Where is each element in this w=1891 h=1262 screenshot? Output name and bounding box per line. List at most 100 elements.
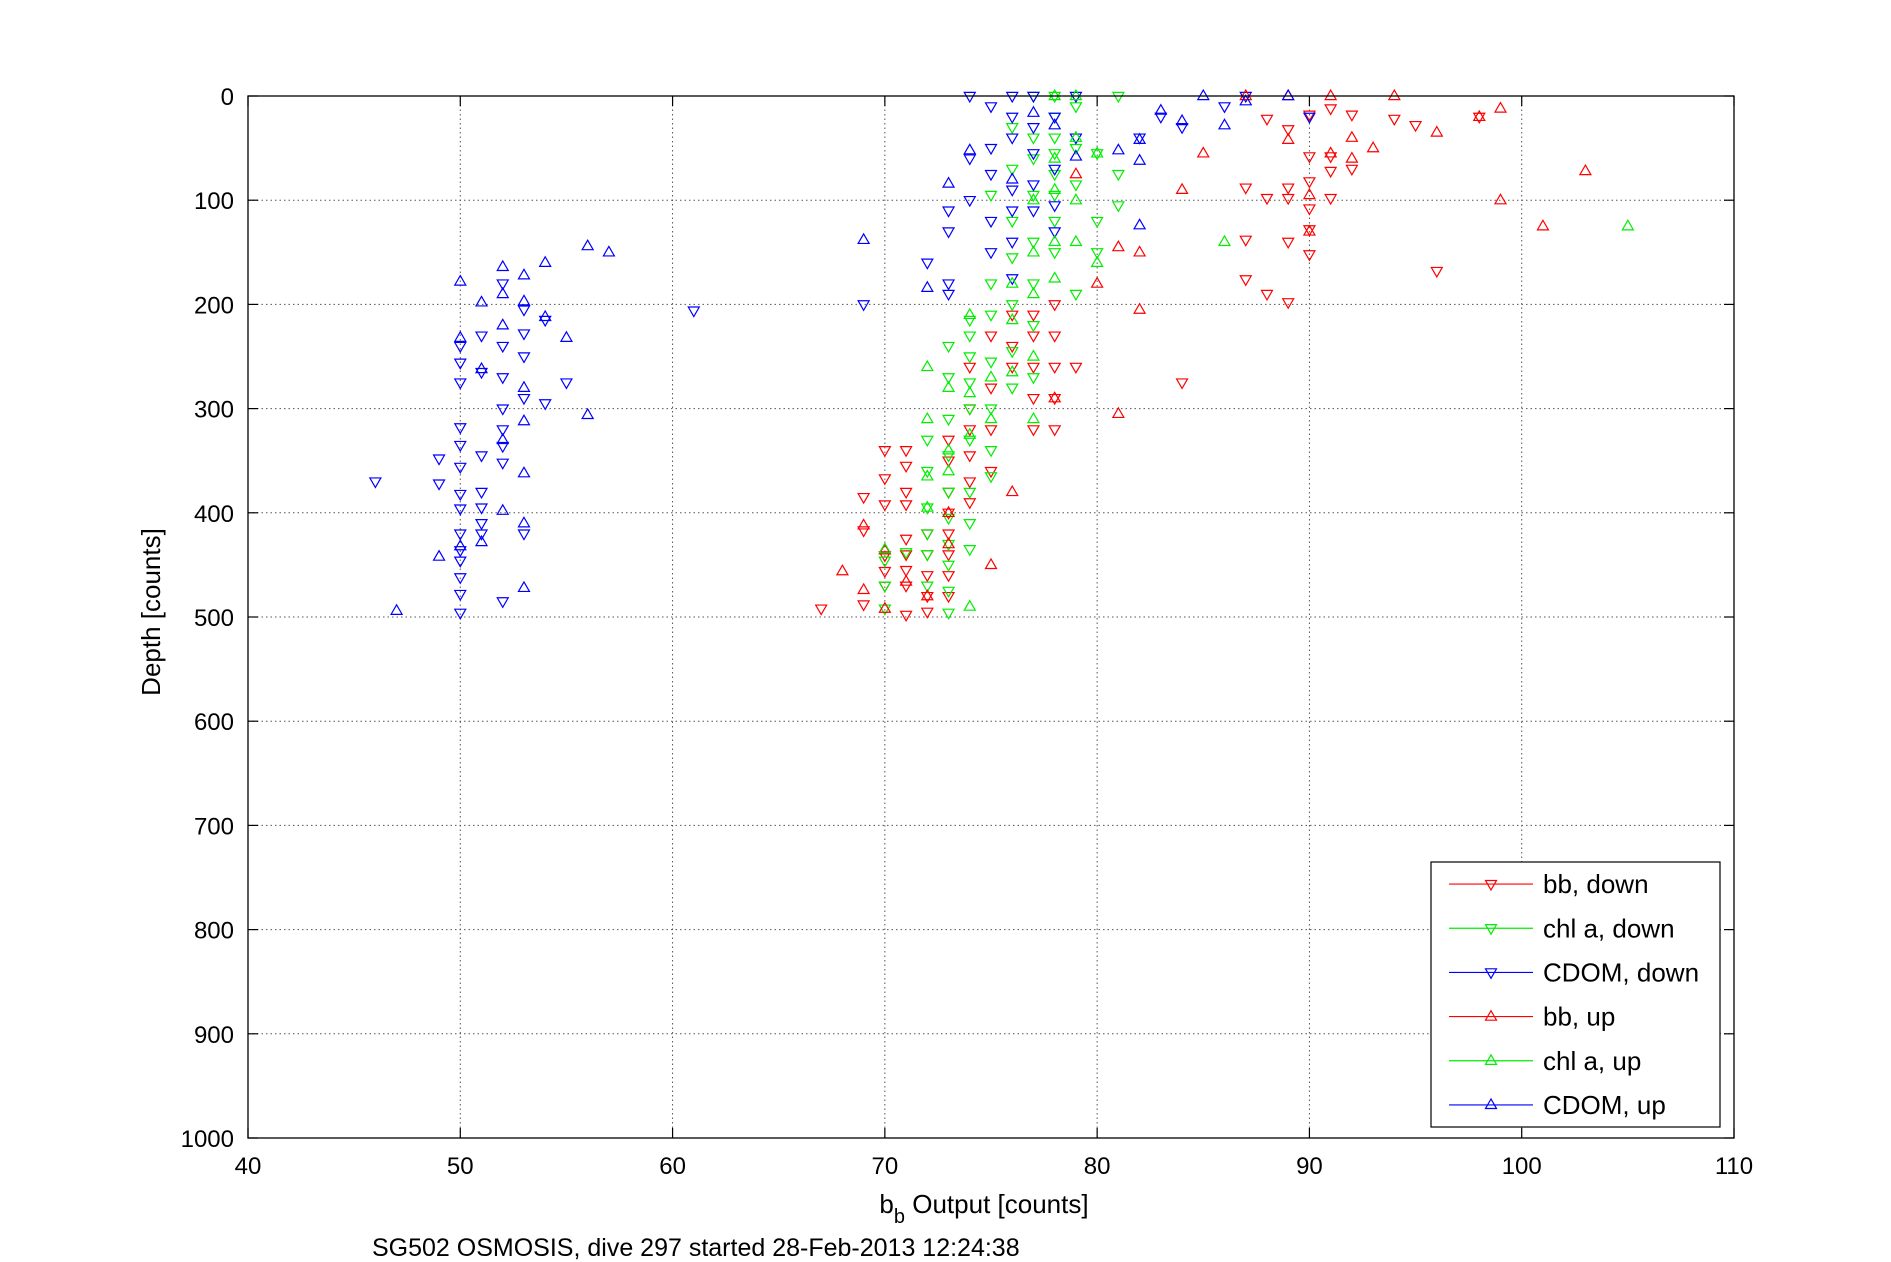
data-point xyxy=(942,176,956,188)
data-point xyxy=(942,206,956,218)
data-point xyxy=(920,469,934,481)
data-point xyxy=(1048,190,1062,203)
data-point xyxy=(1260,193,1274,206)
data-point xyxy=(453,358,467,370)
data-point xyxy=(899,581,913,593)
data-point xyxy=(474,367,489,380)
data-point xyxy=(878,500,892,512)
data-point xyxy=(942,591,956,604)
data-point xyxy=(1133,132,1147,144)
data-point xyxy=(538,309,552,322)
legend-label: chl a, up xyxy=(1543,1046,1641,1076)
data-point xyxy=(1239,275,1253,287)
data-point xyxy=(942,279,956,291)
legend: bb, down chl a, down CDOM, down bb, up chl a… xyxy=(1430,861,1721,1128)
data-point xyxy=(496,597,510,609)
data-point xyxy=(432,454,446,466)
data-point xyxy=(517,268,531,280)
data-point xyxy=(1005,253,1019,265)
data-point xyxy=(963,435,977,447)
data-point xyxy=(963,404,977,416)
data-point xyxy=(496,458,510,470)
data-point xyxy=(920,503,934,515)
y-tick-label: 700 xyxy=(194,813,234,840)
data-point xyxy=(1621,219,1635,231)
data-point xyxy=(1324,146,1338,158)
data-point xyxy=(496,279,510,291)
data-point xyxy=(1005,300,1019,312)
data-point xyxy=(1048,149,1062,161)
x-tick-label: 110 xyxy=(1715,1153,1753,1180)
data-point xyxy=(1026,393,1040,406)
data-point xyxy=(1005,112,1019,124)
data-point xyxy=(496,318,510,330)
data-point xyxy=(1175,378,1189,390)
data-point xyxy=(835,564,849,576)
data-point xyxy=(920,550,934,562)
data-point xyxy=(878,474,892,486)
data-point xyxy=(517,294,531,306)
data-point xyxy=(1239,88,1253,101)
data-point xyxy=(1048,112,1062,124)
data-point xyxy=(963,378,977,390)
data-point xyxy=(517,329,531,341)
series-4 xyxy=(878,88,1635,611)
data-point xyxy=(517,580,531,593)
data-point xyxy=(496,404,510,416)
data-point xyxy=(453,546,467,558)
data-point xyxy=(963,143,977,155)
data-point xyxy=(1302,250,1316,262)
data-point xyxy=(1069,91,1083,104)
data-point xyxy=(984,411,998,424)
data-point xyxy=(1302,204,1316,216)
data-point xyxy=(963,545,977,557)
data-point xyxy=(1026,425,1040,437)
data-point xyxy=(1048,169,1062,182)
data-point xyxy=(920,529,934,541)
y-tick-label: 100 xyxy=(194,188,234,215)
data-point xyxy=(942,536,956,549)
legend-label: bb, up xyxy=(1543,1002,1615,1032)
data-point xyxy=(1048,248,1062,260)
data-point xyxy=(1387,114,1401,127)
data-point xyxy=(538,399,552,411)
legend-label: bb, down xyxy=(1543,869,1649,899)
data-point xyxy=(984,472,998,484)
data-point xyxy=(942,373,956,385)
y-tick-label: 400 xyxy=(194,501,234,528)
data-point xyxy=(814,604,828,616)
figure-caption: SG502 OSMOSIS, dive 297 started 28-Feb-2… xyxy=(372,1234,1020,1262)
data-point xyxy=(1005,362,1019,375)
data-point xyxy=(1111,201,1125,213)
legend-label: chl a, down xyxy=(1543,913,1675,943)
data-point xyxy=(1048,133,1062,145)
data-point xyxy=(984,357,998,369)
data-point xyxy=(1005,206,1019,218)
data-point xyxy=(1154,112,1168,124)
data-point xyxy=(453,504,467,516)
data-point xyxy=(1069,133,1083,145)
data-point xyxy=(1133,245,1147,257)
data-point xyxy=(1302,112,1316,124)
data-point xyxy=(1026,149,1040,161)
data-point xyxy=(984,425,998,437)
data-point xyxy=(984,169,998,182)
x-tick-label: 50 xyxy=(447,1153,474,1180)
y-axis-label: Depth [counts] xyxy=(136,528,166,696)
data-point xyxy=(1048,201,1062,213)
data-point xyxy=(963,487,977,500)
data-point xyxy=(963,307,977,320)
y-tick-label: 0 xyxy=(221,84,234,111)
data-point xyxy=(1026,193,1040,205)
data-point xyxy=(1217,118,1232,130)
data-point xyxy=(857,600,871,612)
data-point xyxy=(942,341,956,354)
data-point xyxy=(1069,362,1083,375)
data-point xyxy=(474,331,489,343)
data-point xyxy=(1026,349,1040,361)
data-point xyxy=(1026,123,1040,135)
data-point xyxy=(963,599,977,611)
data-point xyxy=(1048,88,1062,101)
data-point xyxy=(1048,216,1062,229)
